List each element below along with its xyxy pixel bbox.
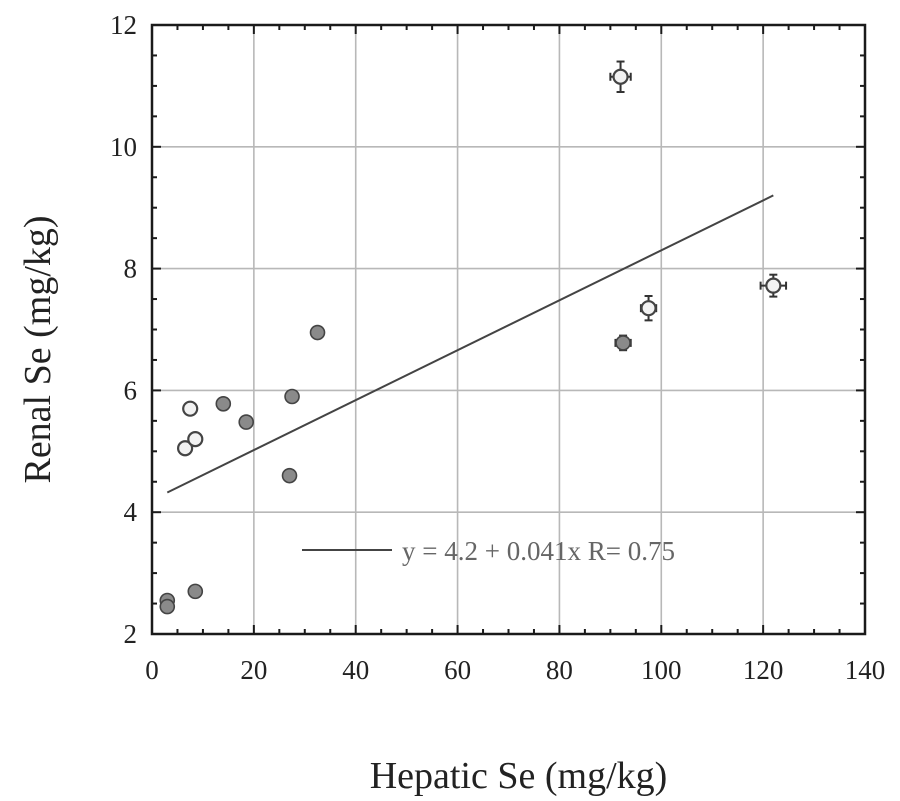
point-marker [765,277,782,294]
point-marker [215,395,232,412]
y-tick-label: 2 [124,619,138,649]
x-tick-label: 20 [240,655,267,685]
x-tick-label: 100 [641,655,682,685]
point-marker [177,440,194,457]
y-tick-label: 8 [124,254,138,284]
point-marker [159,598,176,615]
y-tick-label: 10 [110,132,137,162]
data-point [309,324,326,341]
x-axis-title: Hepatic Se (mg/kg) [370,755,668,797]
data-point [238,414,255,430]
data-point [159,598,176,615]
data-point [187,583,204,600]
data-point [609,60,632,93]
data-point [187,431,204,448]
data-point [182,400,199,417]
point-marker [615,335,631,351]
y-axis-title: Renal Se (mg/kg) [17,215,59,483]
legend: y = 4.2 + 0.041x R= 0.75 [302,536,675,566]
x-tick-label: 120 [743,655,784,685]
regression-line [166,194,774,494]
y-tick-label: 12 [110,10,137,40]
x-tick-label: 40 [342,655,369,685]
point-marker [640,300,657,317]
data-point [639,295,658,322]
y-tick-label: 4 [124,497,138,527]
x-tick-label: 140 [845,655,886,685]
grid-lines [152,25,865,634]
point-marker [238,414,255,430]
point-marker [187,583,204,600]
data-point [177,440,194,457]
point-marker [309,324,326,341]
axis-ticks [151,24,866,635]
point-marker [612,68,629,85]
y-tick-label: 6 [124,375,138,405]
x-tick-label: 60 [444,655,471,685]
x-tick-label: 80 [546,655,573,685]
data-point [281,467,298,484]
data-points [159,60,788,615]
data-point [284,388,300,405]
data-point [215,395,232,412]
point-marker [284,388,300,405]
x-axis-tick-labels: 0 20 40 60 80 100 120 140 [145,655,885,685]
legend-label: y = 4.2 + 0.041x R= 0.75 [402,536,675,566]
point-marker [182,400,199,417]
point-marker [281,467,298,484]
data-point [759,273,788,298]
data-point [614,334,632,352]
y-axis-tick-labels: 2 4 6 8 10 12 [110,10,138,649]
x-tick-label: 0 [145,655,159,685]
point-marker [187,431,204,448]
